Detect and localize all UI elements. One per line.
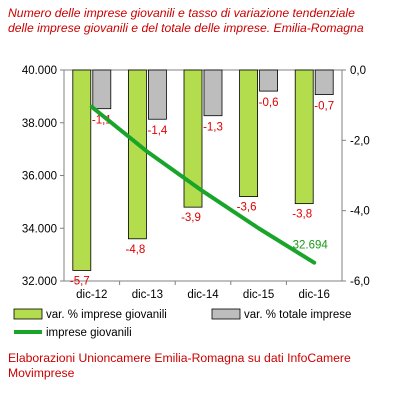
chart-title-line-2: delle imprese giovanili e del totale del…	[8, 21, 364, 35]
data-label-var-giovanili: -3,6	[237, 202, 257, 214]
bar-var-totale	[147, 69, 167, 120]
data-label-var-totale: -0,6	[259, 97, 279, 109]
bar-var-totale	[314, 69, 334, 96]
right-axis-tick-label: -2,0	[350, 135, 370, 147]
data-label-var-totale: -1,4	[147, 125, 167, 137]
right-axis-tick-label: -4,0	[350, 206, 370, 218]
legend-label-imprese-giovanili: imprese giovanili	[46, 327, 132, 339]
left-axis-tick-label: 36.000	[22, 171, 57, 183]
bar-var-totale	[259, 69, 279, 92]
left-axis-tick-label: 38.000	[22, 118, 57, 130]
bar-var-giovanili	[72, 69, 92, 271]
source-line-1: Elaborazioni Unioncamere Emilia-Romagna …	[8, 351, 351, 365]
data-label-var-totale: -1,3	[203, 122, 223, 134]
legend-label-var-giovanili: var. % imprese giovanili	[46, 309, 167, 321]
data-label-var-giovanili: -5,7	[70, 275, 90, 287]
line-last-value-label: 32.694	[293, 240, 329, 252]
bar-var-totale	[92, 69, 112, 110]
x-axis-category-label: dic-16	[299, 289, 330, 301]
left-axis-tick-label: 32.000	[22, 276, 57, 288]
right-axis-tick-label: -6,0	[350, 276, 370, 288]
data-label-var-giovanili: -3,8	[292, 209, 312, 221]
source-line-2: Movimprese	[8, 366, 75, 380]
source-note: Elaborazioni Unioncamere Emilia-Romagna …	[8, 351, 392, 381]
bar-var-giovanili	[127, 69, 147, 240]
x-axis-category-label: dic-14	[187, 289, 219, 301]
bar-var-giovanili	[239, 69, 259, 197]
x-axis-category-label: dic-13	[132, 289, 163, 301]
left-axis-tick-label: 40.000	[22, 65, 57, 77]
x-axis-category-label: dic-15	[243, 289, 274, 301]
chart-title: Numero delle imprese giovanili e tasso d…	[8, 6, 396, 36]
legend-label-var-totale: var. % totale imprese	[244, 309, 351, 321]
bar-var-giovanili	[183, 69, 203, 208]
x-axis-category-label: dic-12	[76, 289, 107, 301]
line-imprese-giovanili	[89, 104, 317, 265]
legend-swatch-var-totale	[211, 308, 241, 320]
data-label-var-totale: -0,7	[314, 101, 334, 113]
legend-swatch-var-giovanili	[13, 308, 43, 320]
bar-var-giovanili	[294, 69, 314, 205]
left-axis-tick-label: 34.000	[22, 223, 57, 235]
data-label-var-giovanili: -4,8	[125, 244, 145, 256]
chart-title-line-1: Numero delle imprese giovanili e tasso d…	[8, 6, 355, 20]
data-label-var-giovanili: -3,9	[181, 212, 201, 224]
right-axis-tick-label: 0,0	[350, 65, 366, 77]
bar-var-totale	[203, 69, 223, 117]
